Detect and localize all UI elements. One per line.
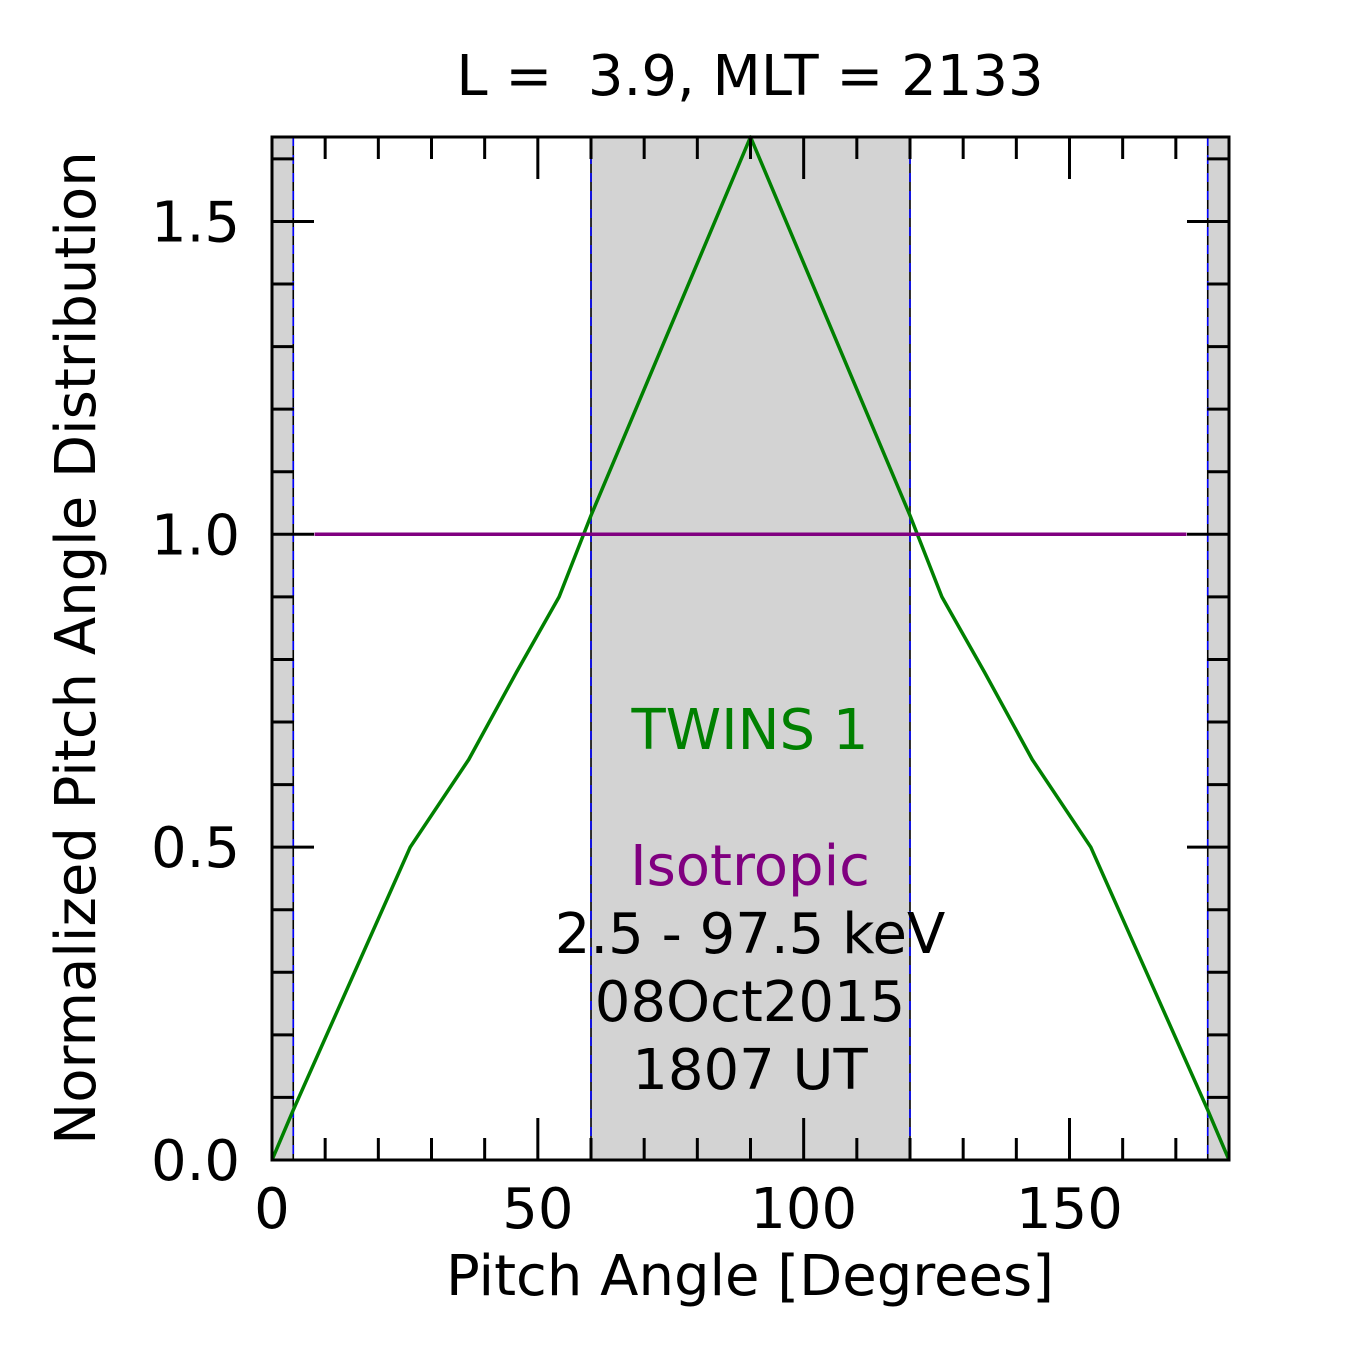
y-tick-label-2: 1.0 [151, 503, 240, 568]
x-axis-label: Pitch Angle [Degrees] [446, 1244, 1054, 1309]
annotation-time: 1807 UT [632, 1038, 868, 1103]
x-tick-label-3: 150 [1016, 1177, 1123, 1242]
tick-labels: 0 50 100 150 0.0 0.5 1.0 1.5 [151, 190, 1123, 1242]
x-tick-label-0: 0 [254, 1177, 290, 1242]
annotation-energy: 2.5 - 97.5 keV [555, 902, 946, 967]
axis-ticks [270, 137, 1231, 1162]
shaded-region-2 [1207, 137, 1229, 1160]
x-tick-label-1: 50 [502, 1177, 573, 1242]
x-tick-label-2: 100 [750, 1177, 857, 1242]
annotation-date: 08Oct2015 [595, 970, 906, 1035]
y-tick-label-3: 1.5 [151, 190, 240, 255]
shaded-region-0 [272, 137, 294, 1160]
annotation-isotropic: Isotropic [630, 834, 870, 899]
chart-title: L = 3.9, MLT = 2133 [456, 44, 1043, 109]
plot-frame [270, 135, 1231, 1162]
vertical-lines [292, 137, 1209, 1160]
shaded-regions [272, 137, 1229, 1160]
y-tick-label-0: 0.0 [151, 1129, 240, 1194]
y-axis-label: Normalized Pitch Angle Distribution [44, 151, 109, 1144]
annotation-twins: TWINS 1 [631, 698, 869, 763]
shaded-region-1 [591, 137, 910, 1160]
y-tick-label-1: 0.5 [151, 816, 240, 881]
